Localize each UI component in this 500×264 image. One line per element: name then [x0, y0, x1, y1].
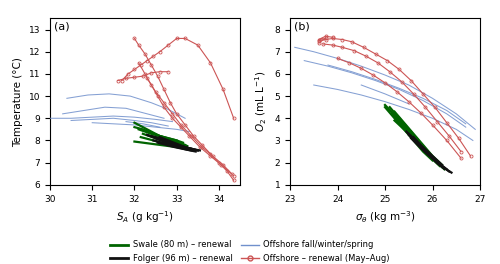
- X-axis label: $\sigma_\theta$ (kg m$^{-3}$): $\sigma_\theta$ (kg m$^{-3}$): [354, 209, 416, 225]
- Text: (b): (b): [294, 22, 310, 32]
- Legend: Swale (80 m) – renewal, Folger (96 m) – renewal, Offshore fall/winter/spring, Of: Swale (80 m) – renewal, Folger (96 m) – …: [108, 238, 393, 264]
- Y-axis label: Temperature (°C): Temperature (°C): [13, 57, 23, 147]
- Y-axis label: $O_2$ (mL L$^{-1}$): $O_2$ (mL L$^{-1}$): [254, 71, 269, 133]
- X-axis label: $S_A$ (g kg$^{-1}$): $S_A$ (g kg$^{-1}$): [116, 209, 174, 225]
- Text: (a): (a): [54, 22, 70, 32]
